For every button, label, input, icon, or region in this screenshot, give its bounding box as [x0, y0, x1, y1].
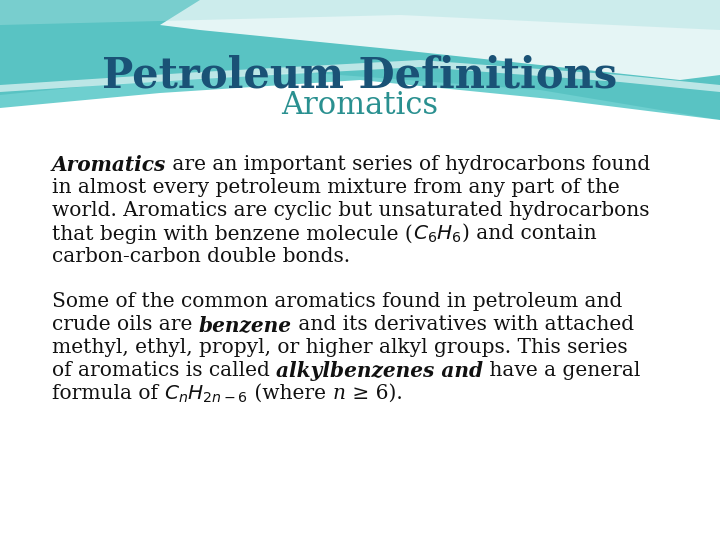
Text: are an important series of hydrocarbons found: are an important series of hydrocarbons … [166, 155, 651, 174]
Polygon shape [0, 0, 720, 120]
Text: n: n [333, 384, 346, 403]
Text: that begin with benzene molecule (: that begin with benzene molecule ( [52, 224, 413, 244]
Text: ) and contain: ) and contain [462, 224, 596, 243]
Text: Petroleum Definitions: Petroleum Definitions [102, 54, 618, 96]
Text: Aromatics: Aromatics [52, 155, 166, 175]
Text: alkylbenzenes and: alkylbenzenes and [276, 361, 483, 381]
Text: Some of the common aromatics found in petroleum and: Some of the common aromatics found in pe… [52, 292, 622, 311]
Text: world. Aromatics are cyclic but unsaturated hydrocarbons: world. Aromatics are cyclic but unsatura… [52, 201, 649, 220]
Text: methyl, ethyl, propyl, or higher alkyl groups. This series: methyl, ethyl, propyl, or higher alkyl g… [52, 338, 628, 357]
Text: ≥ 6).: ≥ 6). [346, 384, 402, 403]
Text: $C_nH_{2n-6}$: $C_nH_{2n-6}$ [164, 384, 248, 406]
Polygon shape [0, 60, 720, 92]
Text: (where: (where [248, 384, 333, 403]
Text: and its derivatives with attached: and its derivatives with attached [292, 315, 634, 334]
Polygon shape [0, 0, 720, 30]
Text: have a general: have a general [483, 361, 641, 380]
Text: formula of: formula of [52, 384, 164, 403]
Text: in almost every petroleum mixture from any part of the: in almost every petroleum mixture from a… [52, 178, 620, 197]
Text: Aromatics: Aromatics [282, 90, 438, 120]
Text: benzene: benzene [199, 315, 292, 335]
Polygon shape [0, 0, 720, 145]
Text: $C_6H_6$: $C_6H_6$ [413, 224, 462, 245]
Polygon shape [0, 80, 720, 540]
Text: of aromatics is called: of aromatics is called [52, 361, 276, 380]
Text: crude oils are: crude oils are [52, 315, 199, 334]
Text: carbon-carbon double bonds.: carbon-carbon double bonds. [52, 247, 350, 266]
Polygon shape [160, 0, 720, 80]
